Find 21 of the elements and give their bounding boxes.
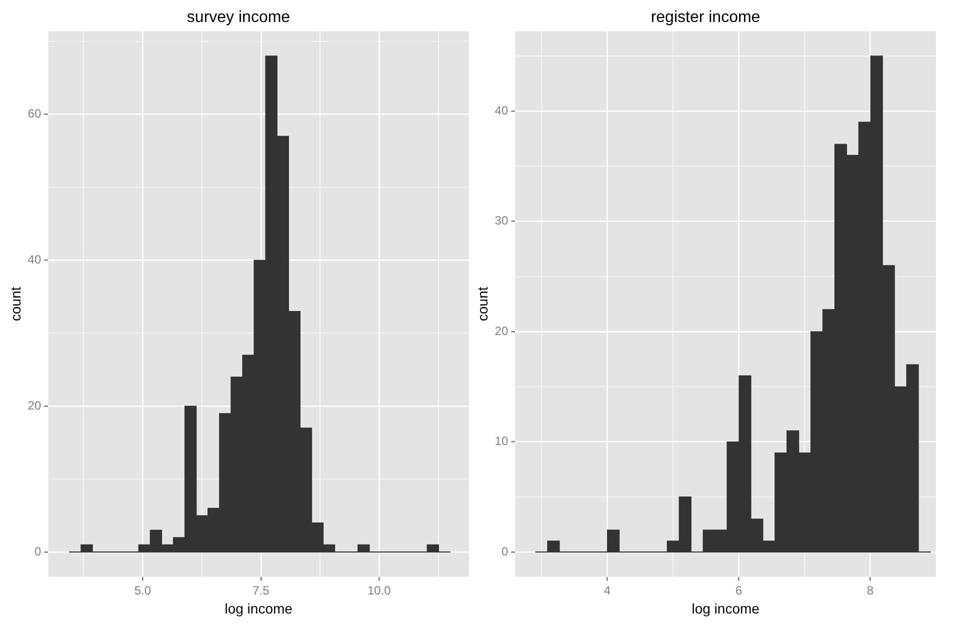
x-tick-label: 7.5 [252,583,270,598]
x-tick-label: 5.0 [134,583,152,598]
x-tick-label: 8 [866,583,874,598]
y-tick-label: 20 [28,398,42,412]
y-axis-title: count [7,286,24,322]
y-tick-label: 10 [494,434,508,448]
x-tick-label: 4 [604,583,611,598]
y-tick-label: 40 [28,252,42,267]
y-tick-label: 0 [501,544,508,558]
y-tick-label: 60 [28,106,42,121]
x-tick-label: 10.0 [367,583,392,598]
y-tick-label: 40 [494,103,508,118]
x-axis-title: log income [692,600,760,616]
y-tick-label: 20 [494,324,508,338]
x-axis-title: log income [224,600,293,616]
chart-title: register income [650,9,760,26]
x-tick-label: 6 [735,583,742,598]
y-axis-title: count [474,286,490,322]
y-tick-label: 0 [34,544,42,558]
chart-title: survey income [186,9,290,26]
y-tick-label: 30 [494,214,508,228]
